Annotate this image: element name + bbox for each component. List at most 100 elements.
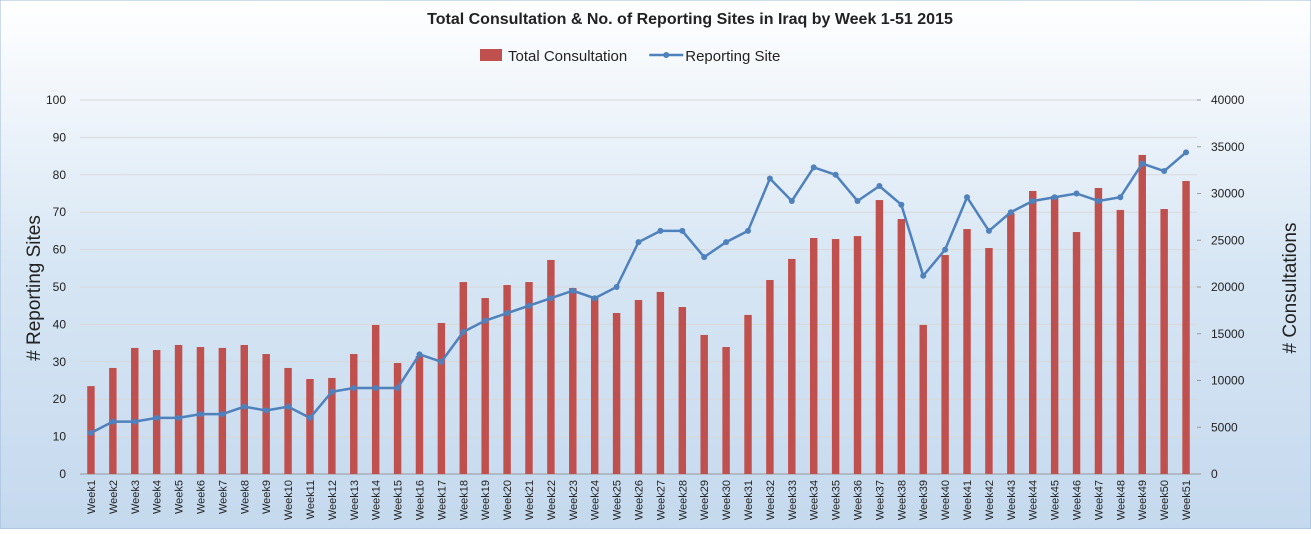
- x-tick-label: Week5: [174, 480, 186, 514]
- bar: [328, 377, 336, 474]
- bar: [284, 367, 292, 474]
- y-tick-label: 10: [53, 430, 67, 444]
- line-marker: [1161, 168, 1168, 175]
- bar: [831, 239, 840, 474]
- line-marker: [1051, 194, 1058, 201]
- x-tick-label: Week40: [940, 480, 952, 520]
- line-marker: [569, 287, 576, 294]
- bar: [437, 322, 446, 474]
- legend-swatch: [480, 49, 502, 61]
- x-tick-label: Week17: [436, 480, 448, 520]
- line-marker: [920, 272, 927, 279]
- bar: [722, 347, 730, 474]
- legend-label: Reporting Site: [685, 48, 780, 65]
- x-tick-label: Week37: [874, 480, 886, 520]
- line-marker: [898, 201, 905, 208]
- x-tick-label: Week16: [414, 480, 426, 520]
- x-tick-label: Week29: [699, 480, 711, 520]
- line-marker: [854, 197, 861, 204]
- line-marker: [701, 254, 708, 261]
- bar: [218, 347, 227, 474]
- bar: [985, 248, 993, 474]
- bar: [503, 285, 511, 474]
- line-marker: [197, 411, 204, 418]
- line-marker: [306, 414, 313, 421]
- x-tick-label: Week2: [108, 480, 120, 514]
- x-tick-label: Week23: [568, 480, 580, 520]
- line-marker: [657, 227, 664, 234]
- x-tick-label: Week49: [1137, 480, 1149, 520]
- x-tick-label: Week43: [1006, 480, 1018, 520]
- chart-title: Total Consultation & No. of Reporting Si…: [427, 11, 953, 28]
- bar: [350, 354, 358, 474]
- line-marker: [964, 194, 971, 201]
- bar: [744, 314, 752, 474]
- y2-tick-label: 35000: [1211, 140, 1245, 154]
- bar: [1116, 209, 1125, 474]
- bar: [963, 229, 971, 474]
- bar: [809, 238, 818, 474]
- x-tick-label: Week10: [283, 480, 295, 520]
- line-marker: [1029, 197, 1036, 204]
- bar: [700, 334, 708, 474]
- bar: [569, 288, 577, 474]
- bar: [919, 324, 927, 474]
- line-marker: [547, 295, 554, 302]
- x-tick-label: Week38: [896, 480, 908, 520]
- line-marker: [745, 227, 752, 234]
- line-marker: [613, 284, 620, 290]
- bar: [152, 350, 161, 474]
- x-tick-label: Week27: [655, 480, 667, 520]
- y2-tick-label: 15000: [1211, 327, 1245, 341]
- bar: [393, 363, 402, 474]
- bar: [1029, 190, 1037, 474]
- x-tick-label: Week46: [1072, 480, 1084, 520]
- x-tick-label: Week24: [590, 480, 602, 520]
- line-marker: [438, 358, 445, 365]
- y-tick-label: 70: [53, 205, 67, 219]
- x-tick-label: Week35: [831, 480, 843, 520]
- bar: [634, 299, 643, 474]
- y2-tick-label: 30000: [1211, 187, 1245, 201]
- x-tick-label: Week26: [634, 480, 646, 520]
- x-tick-label: Week31: [743, 480, 755, 520]
- bar: [1072, 232, 1081, 474]
- bar: [371, 324, 380, 474]
- bar: [1094, 187, 1103, 474]
- bar: [1007, 213, 1015, 474]
- x-tick-label: Week47: [1093, 480, 1105, 520]
- y-tick-label: 30: [53, 355, 67, 369]
- legend-label: Total Consultation: [508, 48, 627, 65]
- bar: [875, 200, 884, 475]
- bar: [131, 347, 139, 474]
- bar: [262, 354, 270, 474]
- line-marker: [482, 317, 489, 324]
- y2-tick-label: 25000: [1211, 233, 1245, 247]
- x-tick-label: Week11: [305, 480, 317, 519]
- line-marker: [1095, 197, 1102, 204]
- x-tick-label: Week6: [195, 480, 207, 514]
- bar: [1182, 180, 1190, 474]
- line-marker: [175, 414, 182, 421]
- y-tick-label: 60: [53, 243, 67, 257]
- y2-tick-label: 0: [1211, 467, 1218, 481]
- y2-tick-label: 40000: [1211, 93, 1245, 107]
- bar: [853, 236, 862, 474]
- x-tick-label: Week41: [962, 480, 974, 520]
- x-tick-label: Week7: [217, 480, 229, 514]
- y2-tick-label: 5000: [1211, 420, 1238, 434]
- x-tick-label: Week34: [809, 480, 821, 520]
- y-tick-label: 20: [53, 392, 67, 406]
- y-tick-label: 40: [53, 317, 67, 331]
- bar: [1050, 196, 1059, 474]
- bar: [656, 291, 665, 474]
- x-tick-label: Week50: [1159, 480, 1171, 520]
- x-tick-label: Week20: [502, 480, 514, 520]
- line-marker: [219, 411, 226, 418]
- x-tick-label: Week3: [130, 480, 142, 514]
- line-marker: [876, 183, 883, 190]
- x-tick-label: Week18: [458, 480, 470, 520]
